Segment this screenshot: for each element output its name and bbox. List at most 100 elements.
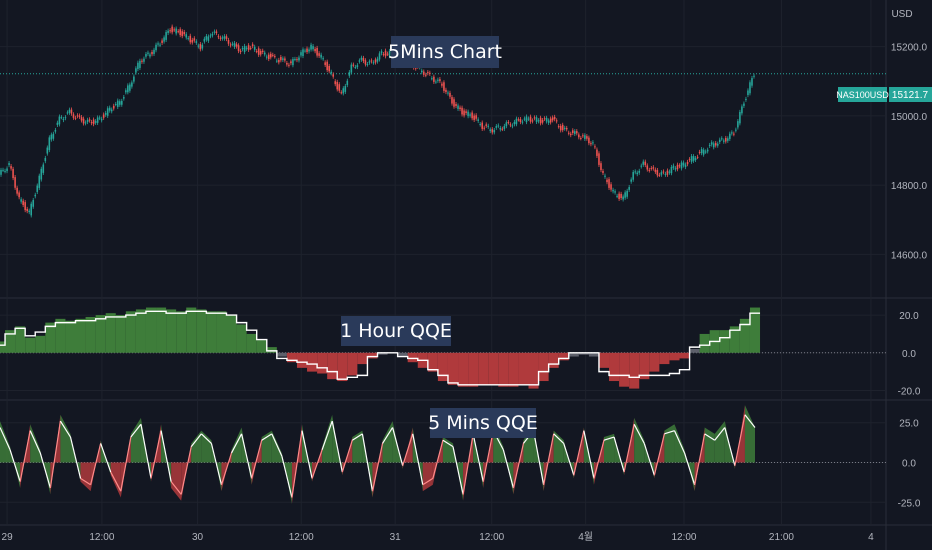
candle-body [455,104,457,106]
candle-body [584,135,586,139]
candle-body [473,115,475,120]
candle-body [437,79,439,81]
candle-body [181,31,184,37]
price-pane[interactable] [0,24,886,218]
qqe-signal-line [382,427,394,444]
qqe-histogram-bar [679,352,690,359]
qqe-signal-line [563,443,575,476]
candle-body [70,109,73,114]
qqe-histogram-bar [377,352,388,355]
qqe-histogram-area [231,427,242,463]
qqe-signal-line [190,433,202,447]
candle-body [704,151,707,153]
candle-body [189,35,192,43]
candle-body [304,50,306,52]
qqe-signal-line [714,427,726,441]
qqe-signal-line [593,440,605,479]
qqe-signal-line [724,427,736,466]
qqe-histogram-bar [619,352,630,387]
qqe-1h-title-box [341,316,451,346]
candle-body [151,52,153,55]
qqe-signal-line [643,443,655,476]
qqe-signal-line [261,433,273,441]
candle-body [169,30,171,32]
candle-body [447,92,449,94]
qqe-signal-line [553,433,565,444]
candle-body [578,134,580,138]
price-scale-tick: 14800.0 [891,181,928,192]
price-scale-tick: 0.0 [902,349,916,360]
candle-body [620,193,622,199]
candle-body [431,78,433,80]
qqe-signal-line [301,430,313,479]
candle-body [139,60,141,68]
candle-body [26,208,28,212]
qqe-signal-line [402,433,414,466]
candle-body [672,165,675,168]
candle-body [588,137,590,144]
candle-body [481,122,483,129]
qqe-histogram-bar [35,335,46,353]
price-scale[interactable]: 15200.0 15000.0 14800.0 14600.0 20.0 0.0 -20.0… [891,43,928,510]
candle-body [310,44,312,50]
candle-body [388,50,391,57]
candle-body [18,192,20,198]
candle-body [604,175,606,177]
candle-body [44,157,47,162]
candle-body [237,45,240,52]
candle-body [302,49,304,57]
qqe-histogram-area [30,424,41,463]
time-scale-label: 30 [192,532,204,543]
qqe-signal-line [39,452,51,489]
candle-body [32,200,35,207]
candle-body [296,59,298,61]
candle-body [62,118,65,121]
candle-body [100,118,103,121]
candle-body [320,54,322,58]
candle-body [690,156,693,162]
qqe-1h-pane[interactable] [0,307,886,389]
candle-body [267,54,270,60]
qqe-signal-line [130,423,142,438]
qqe-signal-line [69,436,82,479]
qqe-signal-line [352,433,363,441]
candle-body [153,49,155,54]
candle-body [557,126,560,128]
qqe-5m-pane[interactable] [0,405,886,504]
qqe-signal-line [442,439,454,448]
qqe-histogram-bar [629,352,640,389]
candle-body [753,75,755,77]
candle-body [559,125,562,131]
qqe-5m-title: 5 Mins QQE [428,408,538,438]
candle-body [366,64,369,66]
candle-body [555,120,558,122]
candle-body [314,48,316,52]
candle-body [523,118,526,120]
qqe-histogram-bar [85,316,96,353]
candle-body [278,59,280,63]
qqe-histogram-bar [317,352,328,374]
qqe-signal-line [512,443,525,489]
candle-body [632,172,634,180]
qqe-histogram-area [724,421,735,469]
candle-body [682,162,685,166]
candle-body [14,177,16,188]
time-scale-label: 12:00 [671,532,696,543]
candle-body [541,120,544,123]
qqe-signal-line [482,430,494,482]
candle-body [229,44,232,46]
price-scale-tick: 15000.0 [891,112,928,123]
candle-body [86,119,89,123]
qqe-histogram-bar [518,352,529,385]
candle-body [652,167,655,169]
candle-body [76,115,79,117]
qqe-signal-line [341,440,353,473]
qqe-histogram-area [80,462,91,492]
candle-body [499,127,502,130]
symbol-badge[interactable]: NAS100USD [836,87,889,102]
candle-body [479,124,481,126]
candle-body [324,62,326,65]
last-price-badge[interactable]: 15121.7 [889,87,932,102]
